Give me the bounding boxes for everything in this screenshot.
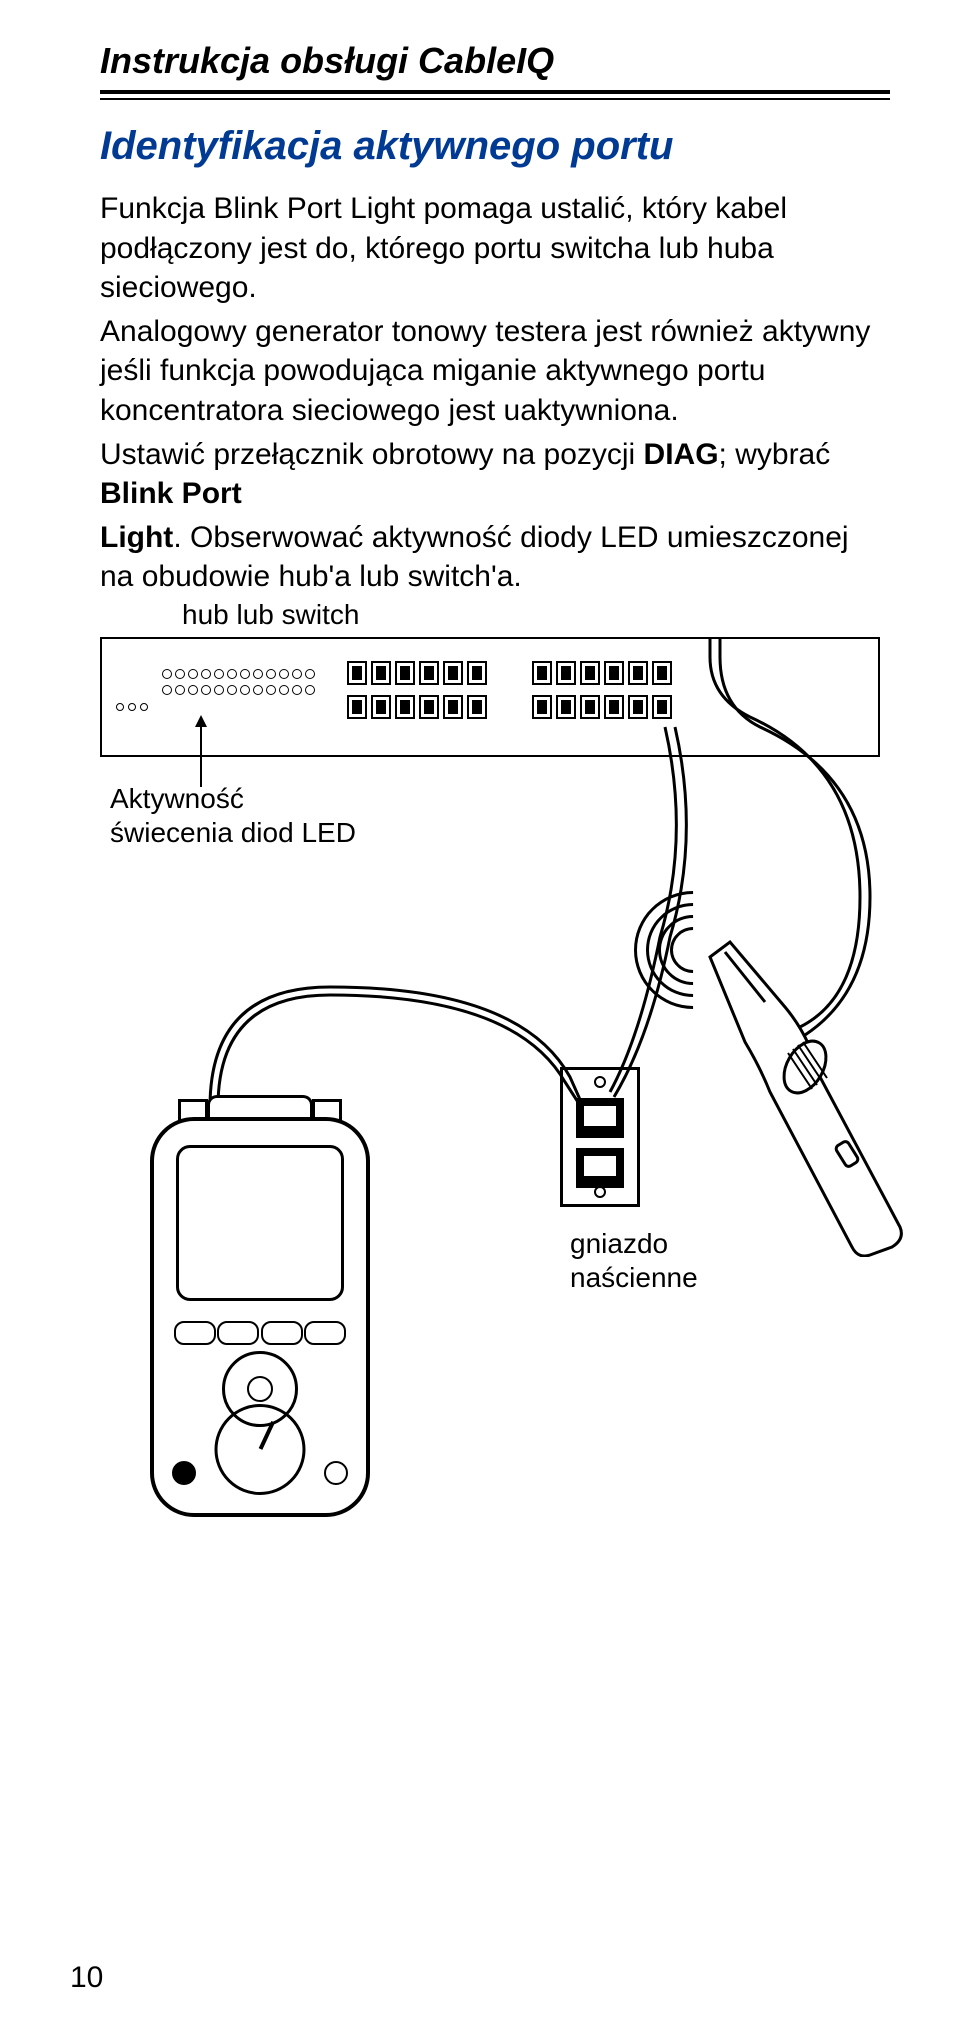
p3-mid: ; wybrać [719,438,831,471]
diagram-area: hub lub switch [100,637,890,1537]
activity-label: Aktywność świecenia diod LED [110,782,356,849]
section-heading: Identyfikacja aktywnego portu [100,124,890,169]
paragraph-3: Ustawić przełącznik obrotowy na pozycji … [100,435,890,514]
title-rule-thick [100,90,890,94]
cableiq-tester-icon [150,1117,370,1517]
p4-bold: Light [100,521,173,554]
manual-title: Instrukcja obsługi CableIQ [100,40,890,82]
paragraph-4: Light. Obserwować aktywność diody LED um… [100,518,890,597]
p3-bold1: DIAG [644,438,719,471]
page-number: 10 [70,1961,103,1995]
switch-leds [162,669,315,701]
hub-switch-box: hub lub switch [100,637,880,757]
p3-pre: Ustawić przełącznik obrotowy na pozycji [100,438,644,471]
outlet-label-l1: gniazdo [570,1228,668,1259]
p4-rest: . Obserwować aktywność diody LED umieszc… [100,521,849,594]
switch-indicator-dots [116,703,148,711]
paragraph-2: Analogowy generator tonowy testera jest … [100,312,890,431]
activity-label-l2: świecenia diod LED [110,817,356,848]
switch-port-block-1 [347,661,487,719]
activity-arrow-icon [200,717,202,787]
title-rule-thin [100,98,890,100]
tone-probe-icon [670,937,920,1257]
diagram: hub lub switch [100,637,890,1537]
paragraph-1: Funkcja Blink Port Light pomaga ustalić,… [100,189,890,308]
activity-label-l1: Aktywność [110,783,244,814]
page: Instrukcja obsługi CableIQ Identyfikacja… [0,0,960,2035]
outlet-label-l2: naścienne [570,1262,698,1293]
switch-port-block-2 [532,661,672,719]
hub-switch-label: hub lub switch [182,599,359,631]
p3-bold2: Blink Port [100,477,242,510]
wall-outlet-icon [560,1067,640,1207]
